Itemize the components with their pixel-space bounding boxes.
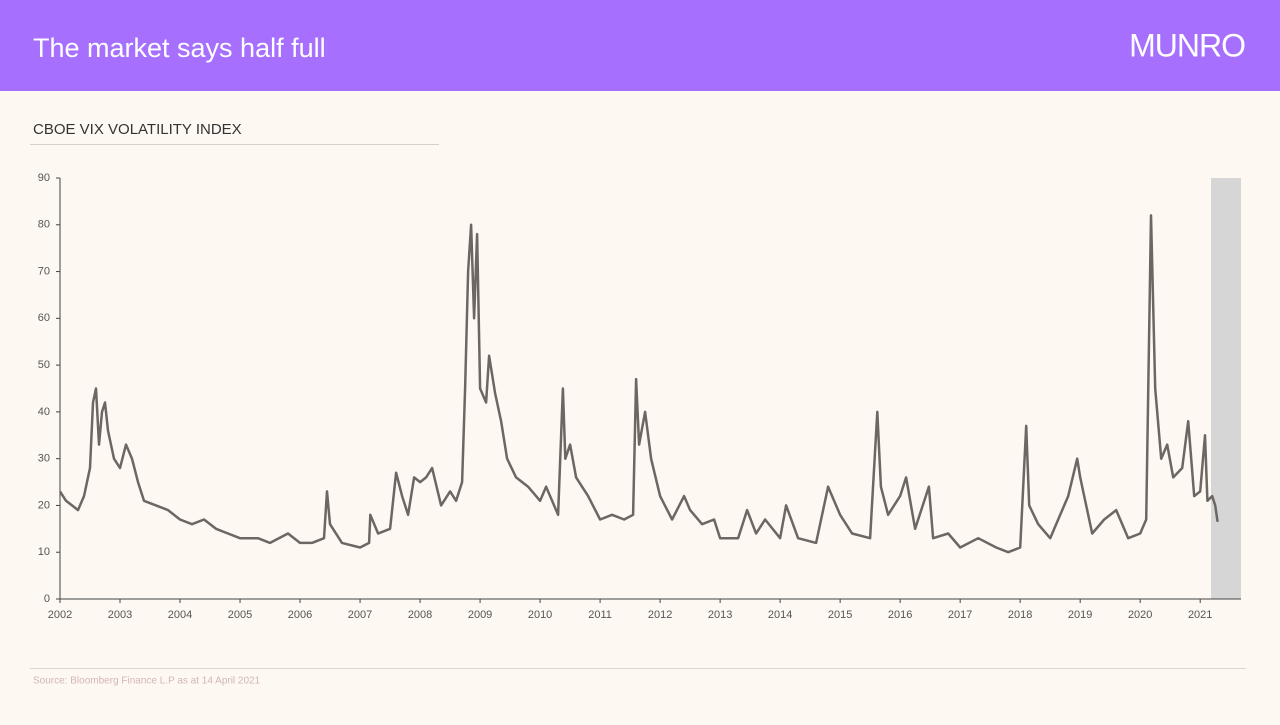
x-tick-label: 2016 <box>888 609 912 621</box>
x-tick-label: 2008 <box>408 609 432 621</box>
y-tick-label: 50 <box>38 359 50 371</box>
y-tick-label: 70 <box>38 265 50 277</box>
x-tick-label: 2009 <box>468 609 492 621</box>
y-tick-label: 0 <box>44 593 50 605</box>
x-tick-label: 2021 <box>1188 609 1212 621</box>
x-tick-label: 2018 <box>1008 609 1032 621</box>
x-tick-label: 2015 <box>828 609 852 621</box>
logo: MUNRO <box>1129 27 1245 63</box>
x-tick-label: 2007 <box>348 609 372 621</box>
y-tick-label: 30 <box>38 453 50 465</box>
y-tick-label: 80 <box>38 219 50 231</box>
y-tick-label: 10 <box>38 546 50 558</box>
x-tick-label: 2005 <box>228 609 252 621</box>
plot: 0 10 20 30 40 50 60 70 80 90 2002 2003 2004 2005 2006 2… <box>38 172 1241 621</box>
highlight-band <box>1210 178 1241 599</box>
x-tick-label: 2004 <box>168 609 192 621</box>
x-tick-label: 2002 <box>48 609 72 621</box>
vix-line <box>58 214 1219 554</box>
y-tick-label: 60 <box>38 312 50 324</box>
x-tick-label: 2014 <box>768 609 792 621</box>
x-tick-label: 2019 <box>1068 609 1092 621</box>
x-tick-label: 2003 <box>108 609 132 621</box>
slide-title: The market says half full <box>33 33 326 63</box>
y-tick-label: 90 <box>38 172 50 184</box>
x-tick-label: 2017 <box>948 609 972 621</box>
x-tick-label: 2011 <box>588 609 612 621</box>
x-tick-label: 2020 <box>1128 609 1152 621</box>
x-tick-label: 2012 <box>648 609 672 621</box>
x-tick-label: 2006 <box>288 609 312 621</box>
source-note: Source: Bloomberg Finance L.P as at 14 A… <box>33 676 261 687</box>
y-tick-label: 40 <box>38 406 50 418</box>
header-bar <box>0 0 1280 91</box>
y-tick-label: 20 <box>38 499 50 511</box>
chart-title: CBOE VIX VOLATILITY INDEX <box>33 121 242 138</box>
x-tick-label: 2013 <box>708 609 732 621</box>
x-tick-label: 2010 <box>528 609 552 621</box>
